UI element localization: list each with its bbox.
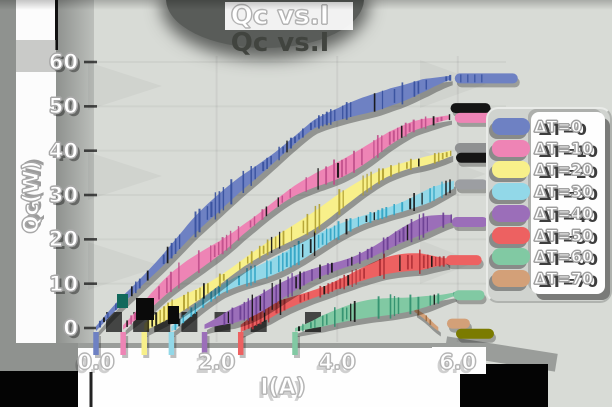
x-tick-box-6 <box>432 347 486 374</box>
legend-swatch <box>492 204 530 222</box>
shadow-wedge <box>420 240 476 284</box>
corner-gray-left <box>0 343 78 371</box>
y-tick-label: 60 <box>48 50 78 75</box>
series-end-cap <box>454 179 488 190</box>
y-axis-band <box>56 0 94 348</box>
x-axis-shadow-strip <box>75 343 460 348</box>
glitch-artifact <box>168 306 179 324</box>
legend-swatch <box>492 118 530 135</box>
legend-swatch <box>492 248 530 266</box>
legend-box <box>531 112 605 294</box>
shadow-wedge <box>420 150 486 198</box>
shadow-wedge <box>88 242 162 290</box>
y-tick-label: 50 <box>48 94 78 119</box>
y-axis-title: Qc(W) <box>19 160 44 234</box>
series-end-cap <box>446 318 470 329</box>
x-tick-label: 2.0 <box>197 350 236 375</box>
x-tick-label: 4.0 <box>318 350 356 375</box>
glitch-artifact <box>136 298 154 320</box>
series-end-cap <box>450 103 491 114</box>
legend-label: ΔT=10 <box>534 138 594 158</box>
legend-label: ΔT=70 <box>534 268 594 288</box>
legend-swatch <box>492 269 530 287</box>
legend-label: ΔT=60 <box>534 247 594 267</box>
legend-label: ΔT=30 <box>534 182 594 202</box>
x-axis-title: I(A) <box>260 375 306 401</box>
legend-swatch <box>492 183 530 201</box>
shadow-wedge <box>88 62 162 110</box>
y-tick-label: 10 <box>48 271 78 296</box>
title-label-box <box>225 2 353 30</box>
legend-label: ΔT=40 <box>534 203 594 223</box>
series-end-cap <box>455 328 494 339</box>
series-end-cap <box>445 255 482 266</box>
top-shade <box>0 0 612 10</box>
series-ΔT=10 <box>120 103 496 358</box>
legend-swatch <box>492 226 530 244</box>
y-tick-label: 40 <box>48 138 78 163</box>
y-tick-label: 30 <box>48 183 78 208</box>
legend-label: ΔT=20 <box>534 160 594 180</box>
legend-swatch <box>492 161 530 179</box>
y-axis-spine <box>55 0 58 50</box>
x-tick-label: 0.0 <box>77 350 115 375</box>
corner-black-left <box>0 371 78 407</box>
y-tick-label: 20 <box>48 227 78 252</box>
y-axis-gutter-left <box>0 0 16 348</box>
y-tick-label: 0 <box>63 316 79 341</box>
series-end-cap <box>453 290 485 301</box>
shadow-wedge <box>88 152 162 200</box>
x-axis-band <box>75 347 460 407</box>
legend-swatch <box>492 139 530 157</box>
series-end-cap <box>451 217 488 228</box>
legend-label: ΔT=0 <box>534 117 583 137</box>
series-ΔT=0 <box>93 73 520 358</box>
series-end-cap <box>454 73 518 84</box>
axis-smudge <box>16 40 56 72</box>
shadow-wedge <box>420 60 486 108</box>
series-ΔT=30 <box>168 179 490 358</box>
page-title: Qc vs.I <box>230 1 330 32</box>
series-ΔT=20 <box>141 143 501 358</box>
x-tick-label: 6.0 <box>439 350 477 375</box>
legend-label: ΔT=50 <box>534 225 594 245</box>
glitch-artifact <box>117 294 128 308</box>
